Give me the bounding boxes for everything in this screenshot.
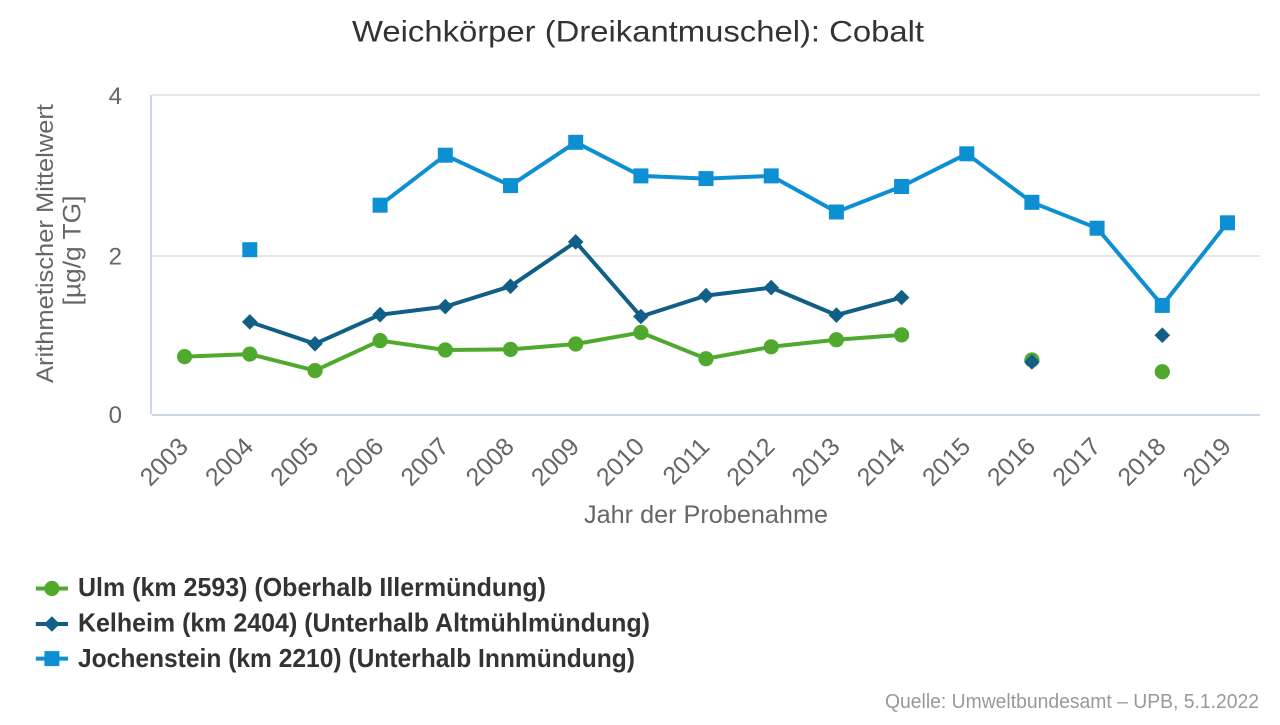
- svg-text:0: 0: [109, 402, 122, 429]
- svg-text:Ulm (km 2593) (Oberhalb Illerm: Ulm (km 2593) (Oberhalb Illermündung): [78, 572, 546, 602]
- svg-text:Jochenstein (km 2210) (Unterha: Jochenstein (km 2210) (Unterhalb Innmünd…: [78, 643, 635, 673]
- svg-text:Weichkörper (Dreikantmuschel):: Weichkörper (Dreikantmuschel): Cobalt: [352, 16, 925, 49]
- svg-text:2: 2: [109, 244, 122, 271]
- svg-text:Arithmetischer Mittelwert: Arithmetischer Mittelwert: [32, 104, 59, 383]
- svg-text:4: 4: [109, 83, 122, 110]
- svg-text:Kelheim (km 2404) (Unterhalb A: Kelheim (km 2404) (Unterhalb Altmühlmünd…: [78, 608, 650, 638]
- svg-text:Jahr der Probenahme: Jahr der Probenahme: [584, 501, 828, 529]
- svg-text:Quelle: Umweltbundesamt – UPB,: Quelle: Umweltbundesamt – UPB, 5.1.2022: [885, 691, 1259, 713]
- svg-text:[µg/g TG]: [µg/g TG]: [59, 196, 87, 306]
